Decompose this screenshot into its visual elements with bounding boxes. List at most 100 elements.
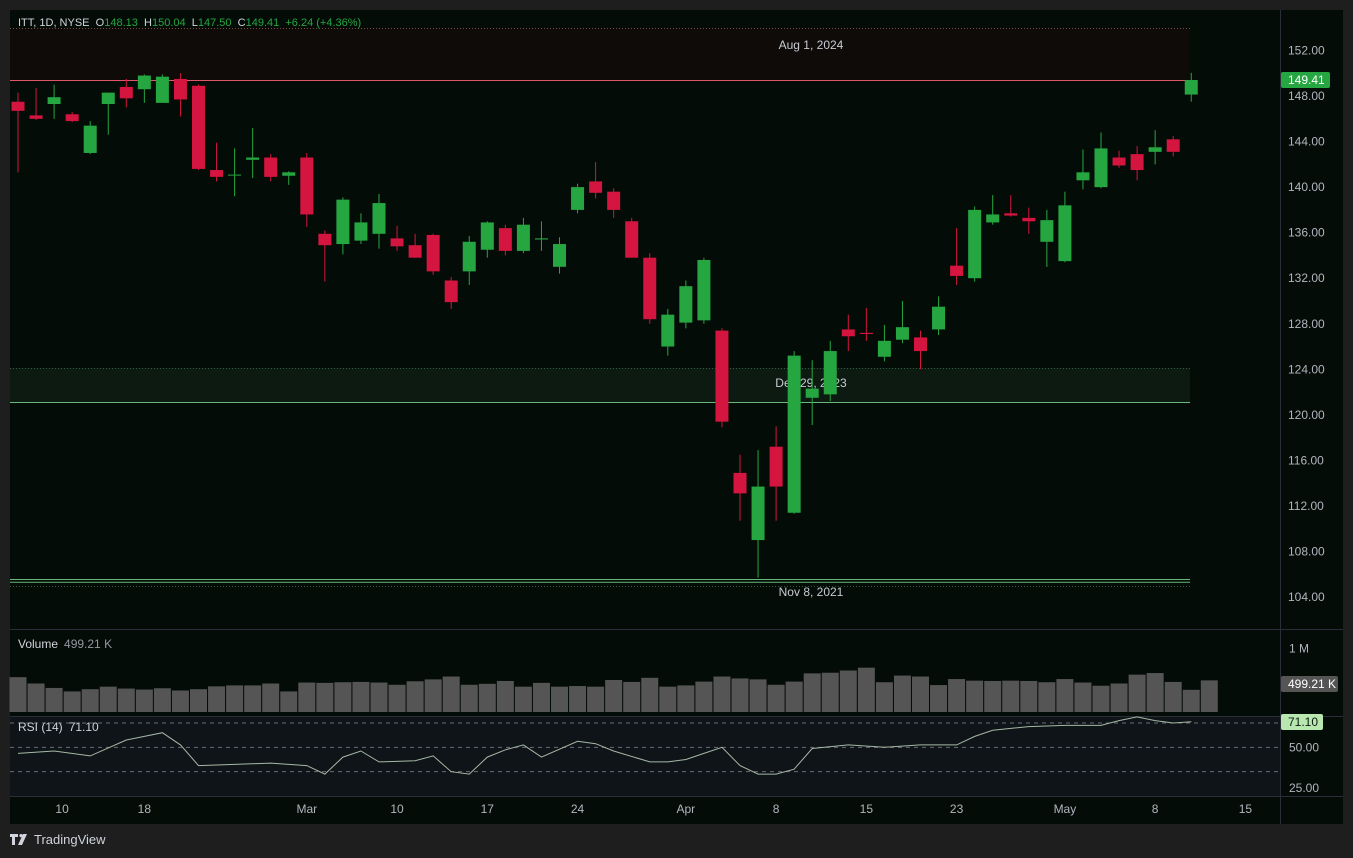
volume-bar (893, 675, 911, 712)
volume-bar (208, 686, 226, 712)
candle-body (119, 86, 133, 99)
candle-body (29, 115, 43, 119)
candle-body (354, 222, 368, 241)
candle (155, 74, 169, 103)
rsi-last-badge (1281, 714, 1323, 730)
candle-body (986, 214, 1000, 223)
volume-bar (587, 686, 605, 712)
candle (1148, 130, 1162, 165)
candle (661, 308, 675, 356)
volume-bar (623, 681, 641, 712)
candle-body (534, 238, 548, 240)
candle-body (192, 85, 205, 169)
time-tick-label: Apr (677, 802, 696, 816)
candle (751, 450, 765, 578)
candle-body (318, 233, 332, 246)
candle (968, 206, 982, 282)
footer-brand[interactable]: TradingView (10, 832, 106, 847)
volume-bar (677, 685, 695, 712)
time-tick-label: 24 (571, 802, 585, 816)
volume-bar (352, 681, 370, 712)
volume-value: 499.21 K (64, 637, 113, 651)
last-price-badge (1281, 71, 1330, 88)
volume-bar (45, 687, 63, 712)
candle-body (643, 257, 657, 320)
time-tick-label: 23 (950, 802, 964, 816)
volume-bar (262, 683, 280, 712)
volume-bar (930, 685, 948, 712)
volume-bar (316, 682, 334, 712)
volume-bar (1164, 681, 1182, 712)
candle-body (462, 241, 476, 272)
candle-body (1166, 139, 1180, 152)
footer-brand-text: TradingView (34, 832, 106, 847)
volume-bar (135, 689, 153, 712)
volume-bar (569, 686, 587, 712)
volume-bar (27, 683, 45, 712)
candle-body (1058, 205, 1072, 262)
price-tick-label: 128.00 (1288, 317, 1325, 331)
candle-body (83, 125, 97, 153)
volume-bar (1056, 679, 1074, 712)
candle-body (336, 199, 350, 245)
price-tick-label: 116.00 (1288, 453, 1324, 467)
volume-bar (1020, 680, 1038, 712)
candle (571, 183, 585, 214)
candle-body (516, 224, 530, 251)
candle-body (715, 330, 729, 422)
close-label: C (237, 17, 246, 29)
volume-bar (1146, 673, 1164, 712)
level-label: Aug 1, 2024 (779, 38, 844, 52)
rsi-background (10, 717, 1280, 796)
candle (1184, 72, 1198, 102)
candle-body (805, 388, 819, 398)
volume-bar (370, 682, 388, 712)
candle (300, 152, 314, 227)
time-tick-label: May (1054, 802, 1077, 816)
candle (282, 171, 296, 185)
volume-bar (1074, 682, 1092, 712)
time-tick-label: 8 (773, 802, 780, 816)
tradingview-logo-icon (10, 834, 27, 845)
candle-body (787, 355, 801, 513)
candle (210, 142, 224, 182)
candle (101, 92, 115, 135)
candle (914, 330, 927, 370)
candle (29, 88, 43, 120)
volume-bar (460, 684, 478, 712)
price-tick-label: 104.00 (1288, 590, 1325, 604)
candle (895, 300, 909, 344)
candle (1022, 207, 1036, 234)
candle (553, 237, 566, 274)
candle-body (932, 306, 946, 330)
volume-bar (785, 681, 803, 712)
volume-bar (190, 689, 207, 712)
price-tick-label: 140.00 (1288, 180, 1325, 194)
candle (318, 230, 332, 282)
open-label: O (95, 17, 105, 29)
rsi-pane: 50.00 25.00 71.10 (10, 714, 1323, 796)
high-value: 150.04 (151, 17, 186, 29)
candle (859, 307, 873, 341)
time-tick-label: 8 (1152, 802, 1159, 816)
rsi-line (17, 716, 1192, 775)
volume-bar (226, 685, 244, 712)
rsi-value: 71.10 (68, 720, 99, 734)
volume-bar (731, 678, 749, 712)
candle-body (697, 259, 711, 321)
volume-legend: Volume 499.21 K (18, 637, 112, 651)
candle (173, 73, 187, 117)
volume-bar (641, 677, 659, 712)
time-tick-label: 15 (1239, 802, 1253, 816)
candle-body (859, 332, 873, 334)
volume-bar (966, 680, 984, 712)
volume-bar (1038, 682, 1056, 712)
candle-body (390, 238, 404, 247)
time-tick-label: Mar (296, 802, 317, 816)
candle-body (101, 92, 115, 105)
volume-bar (713, 676, 731, 712)
candle (462, 236, 476, 286)
volume-bar (839, 670, 857, 712)
